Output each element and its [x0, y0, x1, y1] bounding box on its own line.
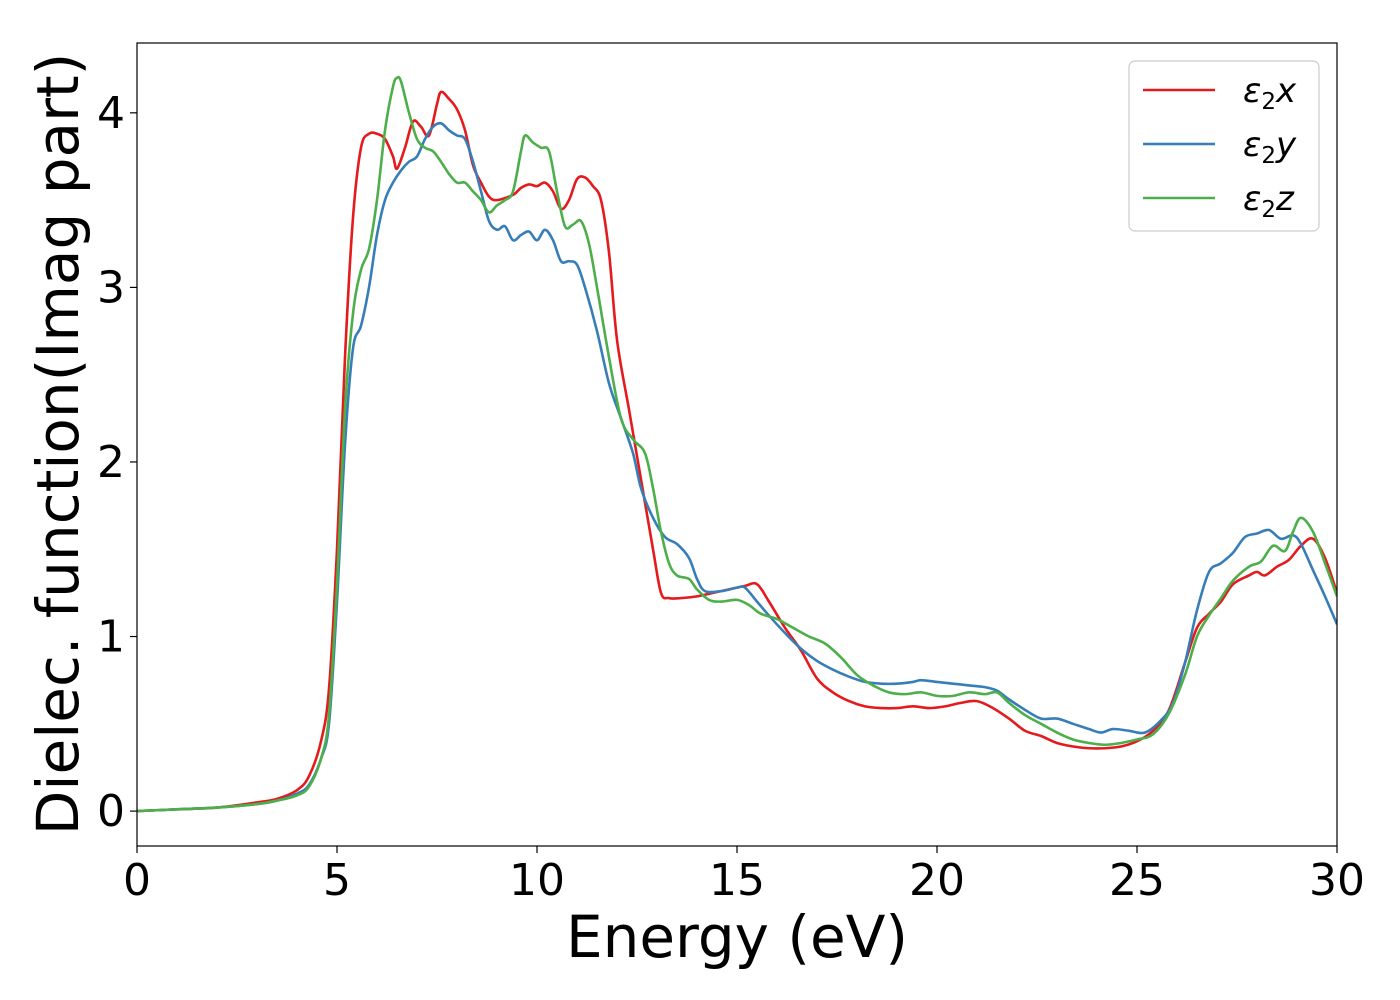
- series-line-z: [137, 75, 1337, 813]
- y-tick-label: 2: [97, 437, 125, 488]
- legend-entries: ε2x ε2y ε2z: [1143, 71, 1297, 223]
- axis-ticks: 0 5 10 15 20 25 30 0 1 2 3 4: [97, 88, 1365, 906]
- series-line-x: [137, 90, 1337, 813]
- x-tick-label: 25: [1109, 855, 1165, 906]
- y-tick-label: 1: [97, 612, 125, 663]
- x-tick-label: 10: [509, 855, 565, 906]
- legend-box: [1128, 60, 1320, 232]
- y-tick-label: 3: [97, 262, 125, 313]
- series-lines: [137, 75, 1337, 813]
- x-tick-label: 15: [709, 855, 765, 906]
- x-axis-title: Energy (eV): [566, 903, 908, 971]
- y-axis-title: Dielec. function(Imag part): [24, 53, 92, 836]
- legend-entry-y: ε2y: [1143, 125, 1297, 169]
- legend-label: ε2y: [1243, 125, 1297, 169]
- y-tick-label: 0: [97, 786, 125, 837]
- legend-entry-z: ε2z: [1143, 179, 1295, 223]
- x-tick-label: 30: [1309, 855, 1365, 906]
- legend: ε2x ε2y ε2z: [1128, 60, 1320, 232]
- legend-label: ε2z: [1243, 179, 1295, 223]
- legend-label: ε2x: [1243, 71, 1297, 115]
- y-tick-label: 4: [97, 88, 125, 139]
- x-tick-label: 0: [123, 855, 151, 906]
- x-tick-label: 5: [323, 855, 351, 906]
- legend-entry-x: ε2x: [1143, 71, 1297, 115]
- x-tick-label: 20: [909, 855, 965, 906]
- series-line-y: [137, 121, 1337, 813]
